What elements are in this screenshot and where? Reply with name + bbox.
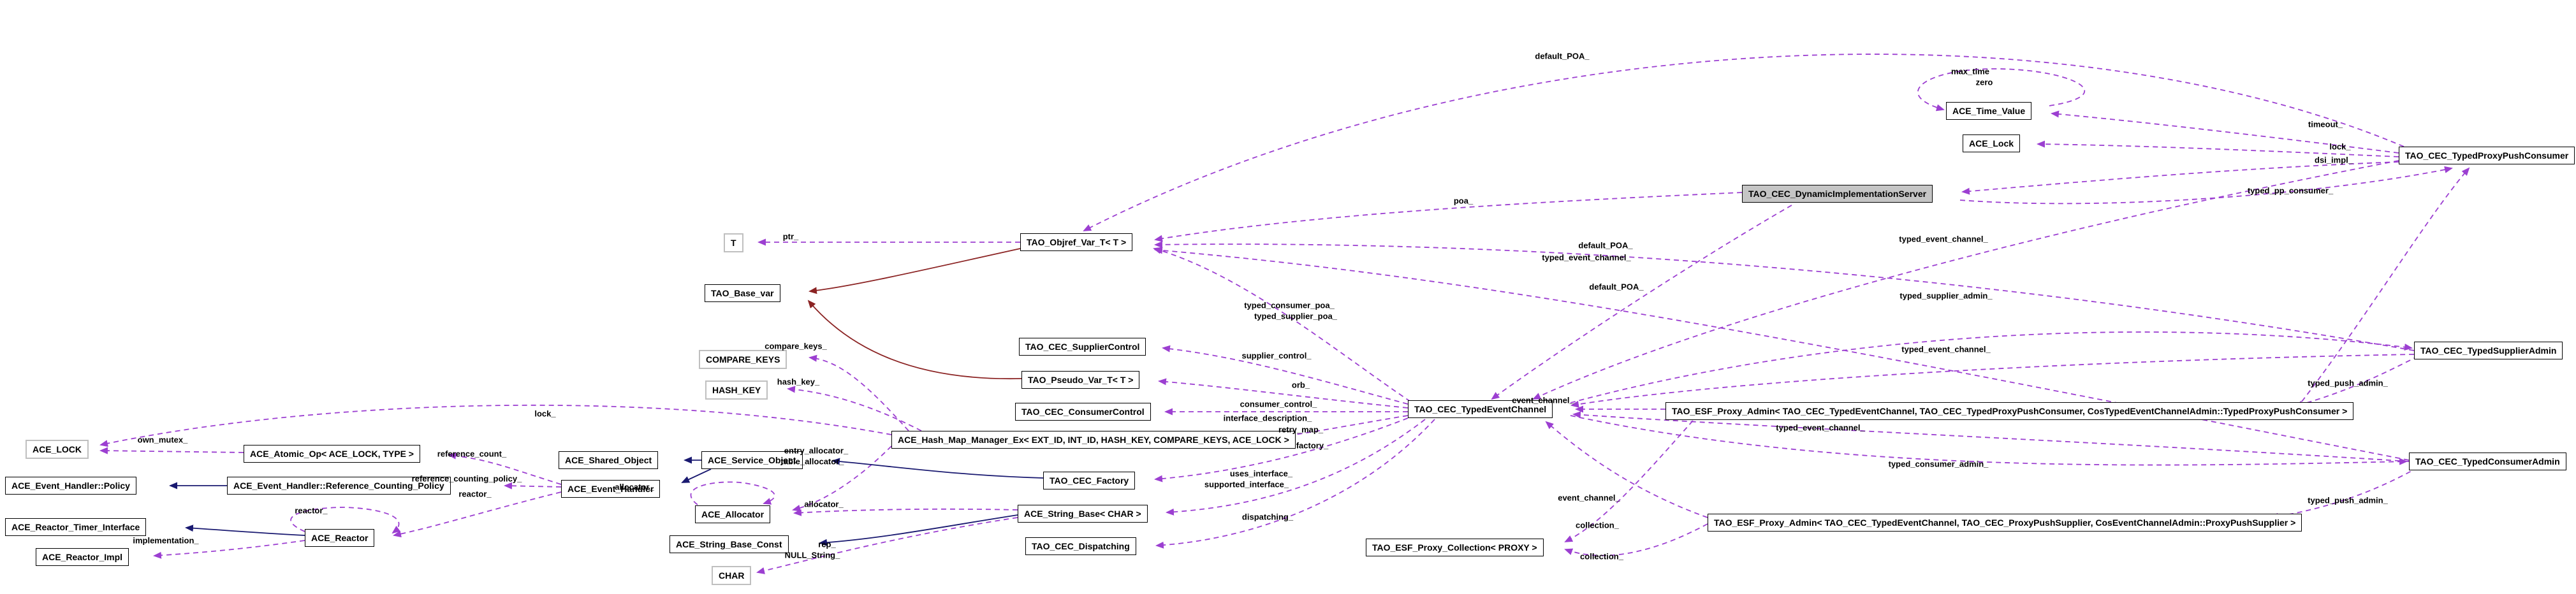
edge-sa-typedpushadmin-esf1 [2294, 351, 2427, 408]
edge-serviceobj-inherits-eventhandler [681, 468, 712, 483]
edge-hashmap-hashkey [787, 386, 922, 431]
edge-channel-typedconsumeradmin [1570, 415, 2408, 466]
edge-stringbase-inherits-stringconst [819, 514, 1018, 546]
edge-factory-inherits-serviceobj [831, 458, 1044, 479]
edge-reactor-selfloop [290, 507, 401, 534]
class-node-allocator[interactable]: ACE_Allocator [695, 505, 771, 523]
class-node-rcp[interactable]: ACE_Event_Handler::Reference_Counting_Po… [227, 477, 451, 495]
edge-sa-defaultpoa-objref [1154, 241, 2415, 351]
class-node-eh-policy[interactable]: ACE_Event_Handler::Policy [5, 477, 136, 495]
edge-sa-tec-channel [1570, 354, 2415, 408]
class-node-hash-map[interactable]: ACE_Hash_Map_Manager_Ex< EXT_ID, INT_ID,… [891, 431, 1296, 449]
class-node-consumer-ctrl[interactable]: TAO_CEC_ConsumerControl [1015, 403, 1151, 421]
edge-esf1-ppc [2301, 167, 2470, 402]
class-node-reactor[interactable]: ACE_Reactor [305, 529, 375, 547]
edge-dis-tec-channel [1491, 205, 1792, 400]
class-node-dispatching[interactable]: TAO_CEC_Dispatching [1025, 537, 1136, 555]
edge-dis-typedppconsumer-ppc [1959, 166, 2453, 205]
class-node-string-base[interactable]: ACE_String_Base< CHAR > [1018, 505, 1148, 523]
edge-hashmap-lock-acelock [99, 404, 892, 447]
class-node-t: T [724, 233, 743, 252]
class-node-base-var[interactable]: TAO_Base_var [705, 284, 780, 302]
class-node-reactor-timer[interactable]: ACE_Reactor_Timer_Interface [5, 518, 147, 536]
edge-hashmap-comparekeys [809, 354, 909, 431]
edge-channel-orb-pseudovar [1158, 378, 1409, 409]
edge-hashmap-allocators [792, 446, 892, 512]
edge-channel-typedpoa-objref [1153, 247, 1411, 402]
edge-timevalue-selfloop [1917, 68, 2085, 112]
class-node-dis: TAO_CEC_DynamicImplementationServer [1742, 185, 1933, 203]
edge-esf1-collection-proxycoll [1564, 420, 1694, 542]
edge-channel-usesinterface-stringbase [1166, 419, 1426, 516]
edge-ca-tec-channel [1572, 411, 2410, 462]
edge-ppc-dsiimpl-dis [1961, 161, 2399, 195]
edge-objref-basevar [809, 248, 1021, 294]
class-node-supplier-admin[interactable]: TAO_CEC_TypedSupplierAdmin [2414, 342, 2563, 359]
edge-ppc-timeout-timevalue [2051, 110, 2399, 154]
class-node-char-box: CHAR [712, 566, 752, 585]
edge-stringbase-rep-char [756, 517, 1018, 574]
class-node-compare-keys: COMPARE_KEYS [699, 350, 787, 369]
class-node-consumer-admin[interactable]: TAO_CEC_TypedConsumerAdmin [2409, 453, 2566, 470]
class-node-typed-ppc[interactable]: TAO_CEC_TypedProxyPushConsumer [2399, 147, 2575, 164]
class-node-ace-lock-cls[interactable]: ACE_Lock [1963, 134, 2021, 152]
edge-ppc-defaultpoa-objref [1083, 54, 2404, 231]
class-node-pseudo-var[interactable]: TAO_Pseudo_Var_T< T > [1021, 371, 1140, 389]
edge-pseudovar-basevar [807, 300, 1022, 380]
class-node-atomic-op[interactable]: ACE_Atomic_Op< ACE_LOCK, TYPE > [244, 445, 420, 463]
edge-ppc-tec-channel [1532, 160, 2399, 400]
edge-allocator-selfloop [690, 481, 775, 505]
edge-reactor-inherits-reactortimer [185, 525, 305, 536]
class-node-hash-key: HASH_KEY [705, 380, 768, 400]
edge-channel-suppliercontrol [1162, 345, 1409, 405]
class-node-proxy-coll[interactable]: TAO_ESF_Proxy_Collection< PROXY > [1366, 539, 1544, 556]
class-node-factory[interactable]: TAO_CEC_Factory [1043, 472, 1136, 489]
class-node-supplier-ctrl[interactable]: TAO_CEC_SupplierControl [1019, 338, 1146, 356]
edge-dis-poa-objref [1154, 192, 1743, 242]
edge-eventhandler-refcountingpolicy-rcp [504, 482, 562, 489]
edge-reactor-implementation-reactorimpl [153, 540, 305, 559]
class-node-reactor-impl[interactable]: ACE_Reactor_Impl [36, 548, 129, 566]
edge-channel-dispatching [1155, 419, 1435, 549]
class-node-objref[interactable]: TAO_Objref_Var_T< T > [1020, 233, 1133, 251]
class-node-channel[interactable]: TAO_CEC_TypedEventChannel [1408, 400, 1553, 418]
edge-channel-factory [1154, 417, 1409, 482]
edge-atomicop-ownmutex-acelock [99, 447, 244, 454]
edge-esf2-collection-proxycoll [1564, 523, 1708, 556]
edge-stringbase-allocator [793, 508, 1018, 516]
class-node-string-const[interactable]: ACE_String_Base_Const [670, 535, 789, 553]
class-node-ace-lock2: ACE_LOCK [26, 440, 89, 459]
class-node-event-handler[interactable]: ACE_Event_Handler [561, 480, 661, 498]
class-node-esf1[interactable]: TAO_ESF_Proxy_Admin< TAO_CEC_TypedEventC… [1665, 402, 2354, 420]
edge-channel-typedsupplieradmin [1570, 331, 2413, 403]
edge-ppc-lock-acelock [2037, 140, 2399, 157]
edge-eventhandler-reactor [393, 491, 562, 538]
class-node-time-value[interactable]: ACE_Time_Value [1946, 102, 2032, 120]
edge-esf2-eventchannel-channel [1545, 421, 1708, 518]
edge-eventhandler-refcount-atomicop [448, 452, 562, 485]
class-node-service-obj[interactable]: ACE_Service_Object [701, 451, 803, 469]
edge-ca-typedpushadmin-esf2 [2270, 462, 2427, 520]
class-node-shared-obj[interactable]: ACE_Shared_Object [559, 451, 659, 469]
class-node-esf2[interactable]: TAO_ESF_Proxy_Admin< TAO_CEC_TypedEventC… [1708, 514, 2302, 532]
